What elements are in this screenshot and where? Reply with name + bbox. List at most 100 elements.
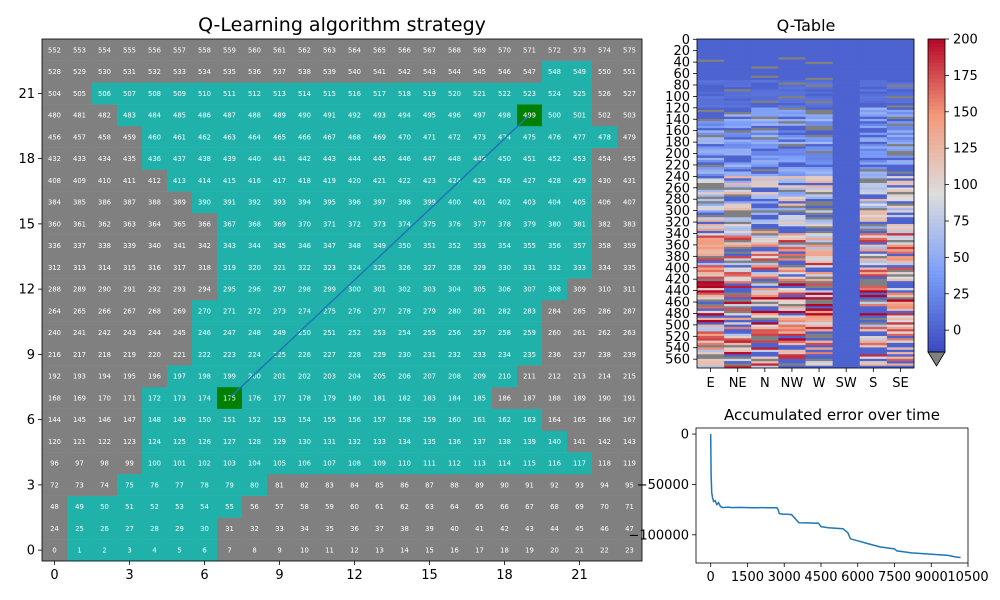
colorbar-segment: [928, 230, 945, 236]
grid-cell: [242, 452, 268, 475]
grid-cell: [267, 191, 293, 214]
grid-cell-label: 157: [373, 416, 386, 424]
qtable-y-tick-label: 0: [682, 33, 690, 48]
grid-cell-label: 311: [623, 286, 636, 294]
qtable-cell: [751, 141, 779, 145]
grid-cell: [242, 387, 268, 409]
qtable-cell: [859, 98, 888, 101]
qtable-cell: [886, 141, 915, 145]
qtable-cell: [832, 125, 861, 129]
grid-cell: [167, 408, 193, 431]
qtable-x-tick-label: W: [813, 376, 826, 391]
error-y-tick-label: 0: [681, 428, 689, 443]
qtable-cell: [886, 301, 915, 305]
grid-cell: [267, 343, 293, 366]
qtable-cell: [697, 82, 725, 85]
qtable-cell: [697, 274, 725, 277]
qtable-cell: [778, 274, 806, 277]
grid-cell-label: 6: [202, 547, 206, 555]
grid-cell-label: 432: [48, 155, 61, 163]
grid-cell-label: 429: [573, 177, 586, 185]
grid-cell: [417, 387, 443, 409]
qtable-cell: [697, 240, 725, 243]
grid-cell-label: 364: [148, 220, 161, 228]
qtable-cell: [832, 322, 861, 325]
grid-cell: [217, 256, 243, 279]
grid-cell: [217, 191, 243, 214]
qtable-cell: [805, 123, 833, 127]
qtable-cell: [859, 217, 888, 220]
grid-cell-label: 242: [98, 329, 111, 337]
qtable-cell: [724, 361, 752, 364]
grid-cell: [617, 60, 643, 83]
grid-cell: [142, 300, 168, 322]
grid-cell: [42, 256, 68, 279]
qtable-cell: [805, 249, 833, 252]
grid-cell: [192, 408, 218, 431]
grid-cell: [117, 278, 143, 301]
qtable-cell: [778, 283, 806, 287]
grid-cell-label: 9: [277, 547, 281, 555]
qtable-cell: [778, 41, 806, 44]
qtable-cell: [778, 137, 806, 140]
grid-cell: [67, 300, 93, 322]
grid-cell: [392, 60, 418, 83]
qtable-cell: [886, 61, 915, 65]
error-frame: [695, 427, 969, 564]
grid-cell: [367, 495, 393, 518]
qtable-cell: [805, 331, 833, 335]
qtable-cell: [778, 173, 806, 177]
grid-cell-label: 59: [325, 503, 334, 511]
grid-cell: [217, 169, 243, 192]
grid-cell: [592, 408, 618, 431]
grid-cell-label: 383: [623, 220, 636, 228]
grid-cell-label: 50: [100, 503, 109, 511]
grid-cell: [267, 300, 293, 322]
grid-cell: [67, 169, 93, 192]
qtable-cell: [805, 365, 833, 369]
grid-cell-label: 517: [373, 90, 386, 98]
grid-cell-label: 211: [523, 373, 536, 381]
qtable-y-tick-label: 140: [665, 113, 690, 128]
grid-cell: [492, 365, 518, 388]
qtable-cell: [805, 57, 833, 60]
qtable-cell: [724, 253, 752, 257]
qtable-cell: [697, 363, 725, 367]
qtable-cell: [724, 336, 752, 339]
qtable-cell: [886, 230, 915, 234]
qtable-cell: [832, 294, 861, 298]
qtable-cell: [859, 274, 888, 277]
qtable-cell: [832, 50, 861, 54]
qtable-cell: [697, 75, 725, 79]
grid-cell: [542, 213, 568, 235]
grid-cell: [342, 104, 368, 127]
grid-cell-label: 26: [100, 525, 109, 533]
grid-cell-label: 550: [598, 68, 611, 76]
qtable-cell: [697, 288, 725, 291]
grid-cell-label: 381: [573, 220, 586, 228]
qtable-cell: [859, 253, 888, 257]
qtable-cell: [778, 212, 806, 216]
grid-y-tick-label: 9: [27, 348, 35, 363]
grid-cell-label: 549: [573, 68, 586, 76]
grid-cell: [367, 387, 393, 409]
colorbar-segment: [928, 211, 945, 216]
qtable-cell: [697, 61, 725, 65]
qtable-cell: [859, 249, 888, 252]
grid-cell: [467, 517, 493, 540]
qtable-cell: [724, 285, 752, 289]
qtable-cell: [859, 219, 888, 223]
qtable-cell: [832, 84, 861, 88]
qtable-cell: [832, 112, 861, 115]
grid-cell-label: 504: [48, 90, 61, 98]
grid-cell: [567, 256, 593, 279]
qtable-cell: [859, 205, 888, 209]
grid-cell-label: 170: [98, 394, 111, 402]
grid-cell-label: 275: [323, 307, 336, 315]
qtable-cell: [697, 214, 725, 218]
qtable-cell: [805, 150, 833, 154]
qtable-cell: [751, 308, 779, 312]
qtable-cell: [859, 86, 888, 90]
qtable-cell: [832, 210, 861, 213]
grid-cell-label: 146: [98, 416, 111, 424]
